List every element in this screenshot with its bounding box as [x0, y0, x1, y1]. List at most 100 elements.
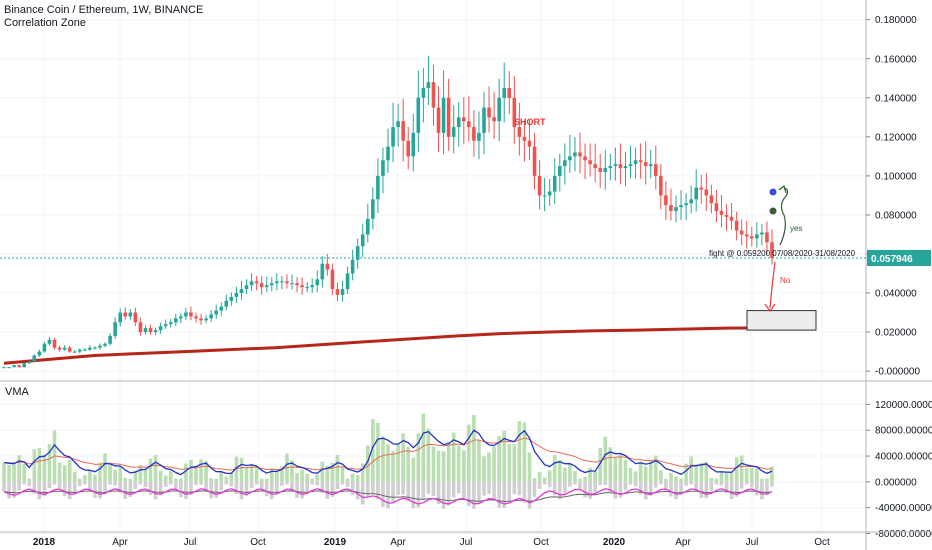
volume-bar-negative: [7, 481, 11, 499]
candle-body: [552, 175, 557, 192]
volume-bar: [396, 444, 400, 482]
volume-bar: [770, 466, 774, 482]
candle-body: [184, 312, 188, 317]
volume-bar-negative: [755, 481, 759, 496]
volume-bar-negative: [421, 481, 426, 500]
candle-body: [557, 166, 562, 176]
candle-body: [492, 117, 496, 122]
volume-bar: [67, 460, 72, 482]
candle-body: [350, 259, 355, 274]
candle-body: [613, 164, 618, 167]
volume-bar: [199, 459, 203, 482]
candle-body: [416, 97, 421, 133]
candle-body: [608, 166, 613, 169]
volume-bar: [674, 476, 678, 482]
candle-body: [7, 367, 11, 369]
candle-body: [365, 218, 370, 235]
vma-fast-line: [3, 429, 773, 476]
candle-body: [249, 281, 254, 286]
candle-body: [522, 136, 527, 141]
candle-body: [482, 107, 486, 133]
volume-bar: [204, 461, 208, 482]
candle-body: [542, 195, 547, 197]
volume-bar: [290, 460, 294, 482]
volume-bar-negative: [608, 481, 613, 492]
volume-bar-negative: [330, 481, 335, 497]
volume-bar-negative: [62, 481, 67, 497]
volume-bar-negative: [12, 481, 16, 498]
candle-body: [638, 160, 643, 163]
volume-bar: [360, 463, 365, 482]
candle-body: [411, 132, 416, 157]
volume-bar-negative: [386, 481, 390, 509]
vma-label: VMA: [5, 386, 29, 398]
vma-tick-label: 40000.000000: [875, 452, 932, 463]
candle-body: [674, 207, 678, 212]
volume-bar-negative: [219, 481, 224, 491]
volume-bar-negative: [679, 481, 683, 494]
volume-bar: [532, 478, 537, 482]
volume-bar-negative: [350, 481, 355, 496]
candle-body: [290, 283, 294, 285]
volume-bar: [320, 461, 325, 482]
volume-bar-negative: [285, 481, 289, 485]
candle-body: [547, 191, 552, 196]
candle-body: [527, 140, 532, 147]
candle-body: [376, 175, 380, 200]
volume-bar: [446, 441, 451, 482]
x-tick-label: 2019: [324, 537, 347, 548]
volume-bar-negative: [441, 481, 446, 509]
volume-bar-negative: [229, 481, 234, 487]
candle-body: [98, 345, 102, 348]
candle-body: [664, 195, 668, 206]
volume-bar: [734, 457, 739, 482]
y-tick-label: 0.080000: [875, 210, 917, 221]
volume-bar: [194, 465, 198, 482]
volume-bar: [669, 472, 673, 482]
volume-bar: [699, 462, 704, 482]
volume-bar: [618, 453, 623, 482]
y-tick-label: 0.140000: [875, 93, 917, 104]
volume-bar-negative: [573, 481, 577, 485]
candle-body: [446, 97, 451, 137]
candle-body: [578, 152, 582, 157]
volume-bar-negative: [249, 481, 254, 488]
yes-arrowhead: [778, 184, 787, 194]
volume-bar: [537, 471, 542, 482]
volume-bar: [42, 454, 47, 482]
candle-body: [563, 160, 567, 167]
volume-bar-negative: [123, 481, 128, 499]
candle-body: [12, 365, 16, 368]
volume-bar: [568, 463, 572, 482]
volume-bar: [512, 444, 517, 482]
x-tick-label: 2018: [33, 537, 56, 548]
volume-bar-negative: [674, 481, 678, 500]
candle-body: [684, 203, 688, 206]
volume-bar-negative: [98, 481, 102, 499]
volume-bar-negative: [613, 481, 618, 499]
volume-bar-negative: [426, 481, 431, 494]
volume-bar-negative: [664, 481, 668, 489]
volume-bar-negative: [638, 481, 643, 495]
y-tick-label: 0.180000: [875, 15, 917, 26]
volume-bar-negative: [37, 481, 42, 500]
volume-bar: [648, 461, 653, 482]
volume-bar-negative: [83, 481, 87, 485]
volume-bar-negative: [648, 481, 653, 496]
volume-bar-negative: [77, 481, 82, 487]
candle-body: [648, 164, 653, 167]
volume-bar-negative: [396, 481, 400, 495]
volume-bar-negative: [497, 481, 501, 508]
volume-bar: [659, 470, 663, 482]
volume-bar-negative: [259, 481, 264, 489]
candle-body: [113, 322, 117, 336]
volume-bar: [179, 478, 183, 482]
candle-body: [472, 127, 476, 141]
volume-bar: [57, 462, 62, 482]
volume-bar-negative: [568, 481, 572, 487]
candle-body: [436, 107, 441, 133]
volume-bar: [300, 469, 304, 482]
volume-bar: [158, 470, 163, 482]
volume-bar-negative: [325, 481, 330, 499]
